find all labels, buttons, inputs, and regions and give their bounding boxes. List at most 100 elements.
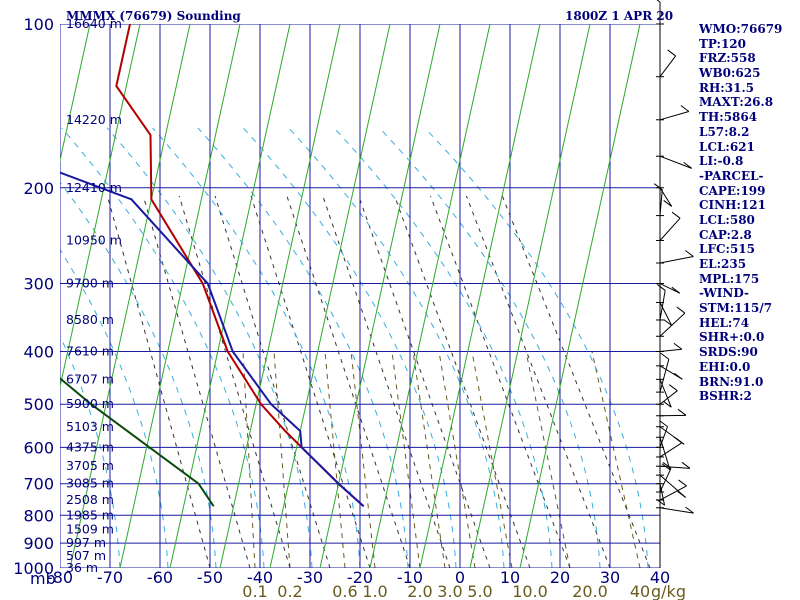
index-line: LI:-0.8 bbox=[699, 154, 744, 169]
wind-barb-flag bbox=[678, 479, 687, 487]
index-line: WB0:625 bbox=[699, 66, 761, 81]
wind-barb bbox=[659, 283, 680, 294]
wind-barb-flag bbox=[685, 250, 694, 257]
pressure-tick-label: 1000 bbox=[13, 559, 54, 578]
height-label: 507 m bbox=[66, 548, 106, 563]
wind-barb-flag bbox=[663, 200, 672, 207]
wind-barb bbox=[659, 155, 692, 169]
mixing-ratio-line bbox=[242, 351, 256, 568]
wind-barb bbox=[659, 359, 670, 393]
isotherm-line bbox=[319, 24, 441, 568]
index-line: LCL:621 bbox=[699, 139, 755, 154]
height-label: 10950 m bbox=[66, 232, 122, 247]
dry-adiabat-line bbox=[358, 195, 491, 568]
index-line: -PARCEL- bbox=[699, 168, 764, 183]
wind-barb-flag bbox=[677, 408, 687, 416]
indices-panel: WMO:76679 TP:120 FRZ:558 WB0:625 RH:31.5 MAXT… bbox=[699, 22, 799, 404]
index-line: MAXT:26.8 bbox=[699, 95, 774, 110]
dry-adiabat-line bbox=[465, 195, 611, 568]
wind-barb-flag bbox=[660, 352, 670, 360]
moist-adiabat-line bbox=[60, 335, 121, 568]
mixing-ratio-label: 3.0 bbox=[437, 582, 462, 600]
dry-adiabat-line bbox=[250, 195, 371, 568]
index-line: STM:115/7 bbox=[699, 301, 773, 316]
mixing-ratio-unit-label: g/kg bbox=[651, 582, 686, 600]
pressure-tick-label: 700 bbox=[23, 475, 54, 494]
index-line: TP:120 bbox=[699, 36, 747, 51]
height-label: 16640 m bbox=[66, 16, 122, 31]
mixing-ratio-label: 20.0 bbox=[572, 582, 608, 600]
isotherm-line bbox=[60, 24, 91, 163]
height-label: 1509 m bbox=[66, 522, 114, 537]
isotherm-line bbox=[69, 24, 191, 568]
mixing-ratio-line bbox=[412, 351, 446, 568]
wind-barb-flag bbox=[681, 461, 691, 469]
temperature-tick-label: -50 bbox=[197, 568, 223, 587]
isotherm-line bbox=[519, 24, 641, 568]
moist-adiabat-line bbox=[106, 127, 313, 568]
wind-barb-flag bbox=[677, 491, 686, 498]
height-label: 9700 m bbox=[66, 276, 114, 291]
wind-barb bbox=[659, 55, 677, 78]
wind-barb-flag bbox=[671, 211, 681, 219]
moist-adiabat-line bbox=[242, 127, 457, 568]
mixing-ratio-label: 0.1 bbox=[242, 582, 267, 600]
index-line: HEL:74 bbox=[699, 315, 750, 330]
dry-adiabat-line bbox=[142, 195, 251, 568]
height-label: 7610 m bbox=[66, 344, 114, 359]
index-line: TH:5864 bbox=[699, 110, 758, 125]
index-line: -WIND- bbox=[699, 286, 749, 301]
wind-barb-flag bbox=[662, 462, 672, 469]
index-line: CINH:121 bbox=[699, 198, 766, 213]
wind-barb-flag bbox=[673, 342, 683, 350]
height-label: 997 m bbox=[66, 535, 106, 550]
wind-barb-flag bbox=[680, 105, 690, 112]
dewpoint-line bbox=[60, 377, 215, 507]
moist-adiabat-line bbox=[60, 248, 169, 568]
wind-barb bbox=[659, 426, 668, 448]
index-line: CAPE:199 bbox=[699, 183, 766, 198]
wind-barb bbox=[659, 111, 689, 121]
index-line: BRN:91.0 bbox=[699, 374, 764, 389]
wind-barb-flag bbox=[683, 161, 693, 169]
pressure-tick-label: 400 bbox=[23, 343, 54, 362]
wind-barb bbox=[659, 189, 663, 216]
wind-barb-flag bbox=[662, 400, 672, 408]
pressure-tick-label: 100 bbox=[23, 15, 54, 34]
mixing-ratio-line bbox=[391, 351, 421, 568]
temperature-tick-label: -30 bbox=[297, 568, 323, 587]
mixing-ratio-label: 10.0 bbox=[512, 582, 548, 600]
wind-barb-flag bbox=[673, 372, 683, 380]
isotherm-line bbox=[169, 24, 291, 568]
isotherm-line bbox=[219, 24, 341, 568]
mixing-ratio-line bbox=[273, 351, 291, 568]
wind-barb bbox=[659, 256, 694, 264]
isotherm-line bbox=[269, 24, 391, 568]
isotherm-line bbox=[419, 24, 541, 568]
isotherm-line bbox=[60, 24, 141, 389]
pressure-tick-label: 800 bbox=[23, 506, 54, 525]
index-line: L57:8.2 bbox=[699, 124, 750, 139]
moist-adiabat-line bbox=[333, 127, 553, 568]
height-label: 5900 m bbox=[66, 396, 114, 411]
wind-barb-flag bbox=[671, 286, 681, 294]
temperature-tick-label: -40 bbox=[247, 568, 273, 587]
moist-adiabat-line bbox=[288, 127, 505, 568]
mixing-ratio-line bbox=[438, 351, 476, 568]
wind-barb-flag bbox=[685, 506, 694, 514]
wind-barb bbox=[659, 442, 683, 458]
index-line: MPL:175 bbox=[699, 271, 760, 286]
wind-barb bbox=[659, 483, 666, 506]
temperature-tick-label: -10 bbox=[397, 568, 423, 587]
pressure-tick-label: 300 bbox=[23, 275, 54, 294]
height-label: 6707 m bbox=[66, 371, 114, 386]
mixing-ratio-line bbox=[591, 351, 641, 568]
temperature-tick-label: -60 bbox=[147, 568, 173, 587]
index-line: LFC:515 bbox=[699, 242, 755, 257]
wind-barb bbox=[659, 390, 678, 405]
wind-barb bbox=[659, 290, 666, 321]
index-line: RH:31.5 bbox=[699, 80, 754, 95]
height-label: 5103 m bbox=[66, 419, 114, 434]
moist-adiabat-line bbox=[197, 127, 409, 568]
